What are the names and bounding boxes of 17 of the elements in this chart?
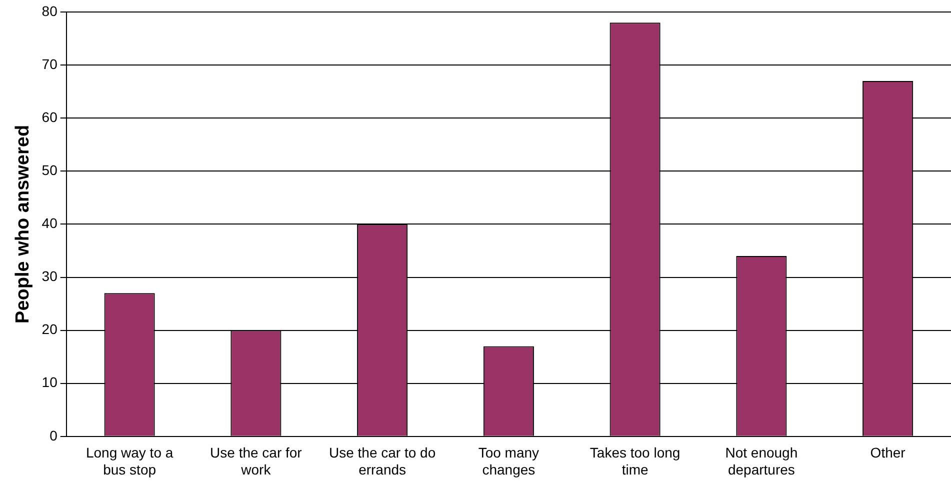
x-tick-label: Long way to a bus stop <box>86 444 174 478</box>
x-tick-label: Too many changes <box>478 444 540 478</box>
y-axis-title: People who answered <box>12 124 34 324</box>
x-tick-label: Takes too long time <box>590 444 680 478</box>
y-tick-label: 60 <box>42 108 58 125</box>
y-tick-label: 80 <box>42 2 58 19</box>
x-tick-label: Not enough departures <box>725 444 798 478</box>
y-tick-label: 20 <box>42 321 58 338</box>
y-tick-label: 10 <box>42 374 58 390</box>
x-tick-label: Other <box>870 444 906 461</box>
y-tick-label: 50 <box>42 162 58 178</box>
y-tick-label: 30 <box>42 268 58 284</box>
x-tick-label: Use the car for work <box>210 444 302 478</box>
y-tick-label: 40 <box>42 215 58 232</box>
y-tick-label: 70 <box>42 56 58 72</box>
x-tick-label: Use the car to do errands <box>329 444 436 478</box>
y-tick-label: 0 <box>50 427 58 444</box>
